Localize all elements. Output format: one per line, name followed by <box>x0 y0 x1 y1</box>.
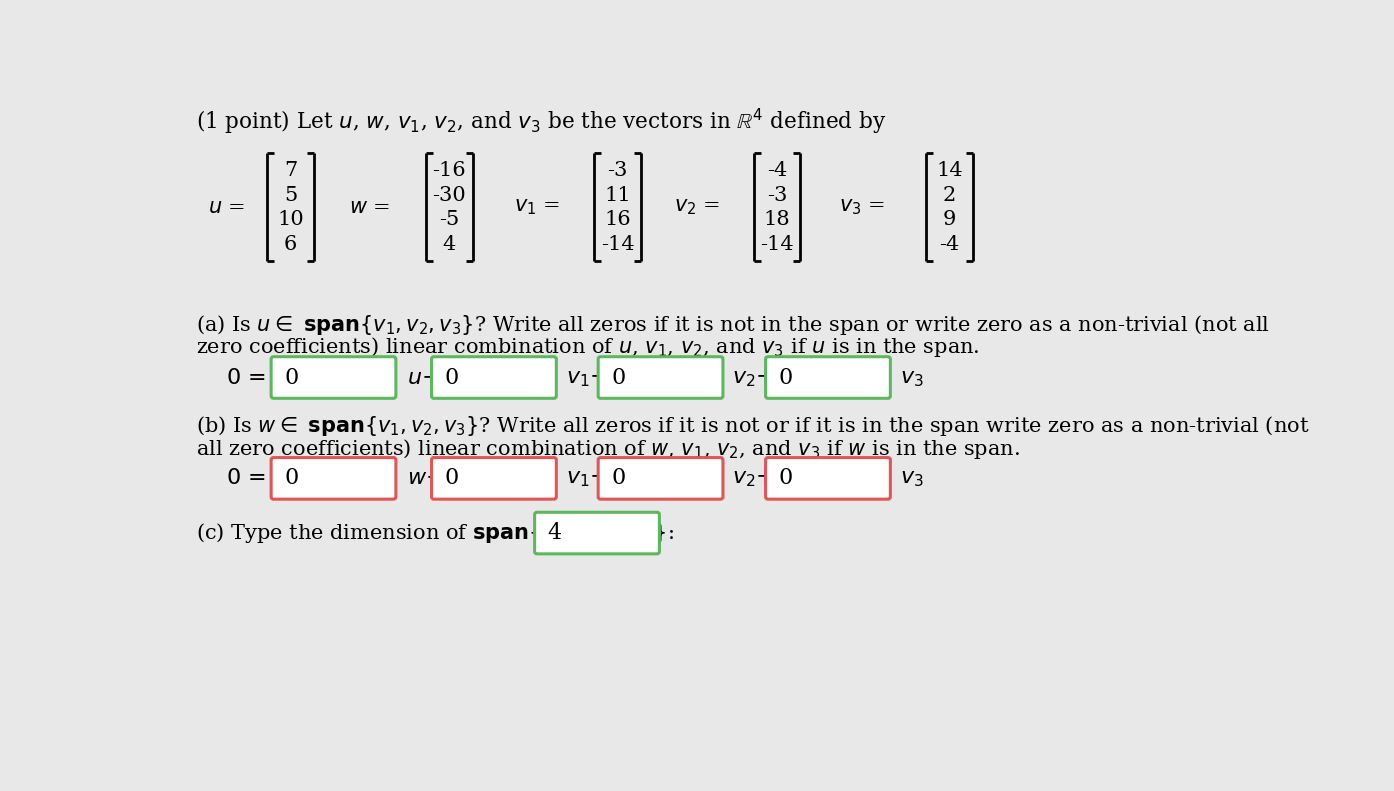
Text: -3: -3 <box>608 161 627 180</box>
Text: 7: 7 <box>284 161 297 180</box>
Text: all zero coefficients) linear combination of $w$, $v_1$, $v_2$, and $v_3$ if $w$: all zero coefficients) linear combinatio… <box>197 437 1020 461</box>
Text: $v_3$ =: $v_3$ = <box>839 198 885 218</box>
Text: $v_1$+: $v_1$+ <box>566 467 608 490</box>
Text: 0: 0 <box>612 467 626 490</box>
Text: $v_1$ =: $v_1$ = <box>514 198 560 218</box>
Text: 9: 9 <box>942 210 956 229</box>
Text: 0: 0 <box>445 366 459 388</box>
Text: 6: 6 <box>284 235 297 254</box>
Text: (c) Type the dimension of $\mathbf{span}\{v_1, v_2, v_3, u\}$:: (c) Type the dimension of $\mathbf{span}… <box>197 520 673 545</box>
Text: 0: 0 <box>445 467 459 490</box>
FancyBboxPatch shape <box>535 513 659 554</box>
Text: $u$+: $u$+ <box>407 366 439 388</box>
Text: 2: 2 <box>942 186 956 205</box>
Text: 0: 0 <box>284 366 298 388</box>
Text: -14: -14 <box>760 235 795 254</box>
Text: $0$ =: $0$ = <box>226 467 266 490</box>
Text: 16: 16 <box>604 210 631 229</box>
Text: 0: 0 <box>612 366 626 388</box>
FancyBboxPatch shape <box>598 357 723 399</box>
Text: -3: -3 <box>767 186 788 205</box>
Text: $v_2$ =: $v_2$ = <box>675 198 721 218</box>
Text: -4: -4 <box>767 161 788 180</box>
Text: 18: 18 <box>764 210 790 229</box>
Text: 4: 4 <box>548 522 562 544</box>
FancyBboxPatch shape <box>765 457 891 499</box>
Text: 0: 0 <box>779 366 793 388</box>
Text: 4: 4 <box>443 235 456 254</box>
Text: 14: 14 <box>935 161 963 180</box>
FancyBboxPatch shape <box>432 357 556 399</box>
Text: 5: 5 <box>284 186 297 205</box>
Text: $w$+: $w$+ <box>407 467 443 490</box>
Text: 10: 10 <box>277 210 304 229</box>
Text: $v_2$+: $v_2$+ <box>732 467 774 490</box>
Text: $v_3$: $v_3$ <box>901 467 924 490</box>
Text: -30: -30 <box>432 186 466 205</box>
Text: -5: -5 <box>439 210 460 229</box>
Text: $w$ =: $w$ = <box>348 198 390 217</box>
FancyBboxPatch shape <box>270 357 396 399</box>
FancyBboxPatch shape <box>765 357 891 399</box>
Text: $0$ =: $0$ = <box>226 366 266 388</box>
Text: 0: 0 <box>284 467 298 490</box>
Text: 11: 11 <box>604 186 631 205</box>
Text: $v_3$: $v_3$ <box>901 366 924 388</box>
Text: $u$ =: $u$ = <box>208 198 245 217</box>
Text: (1 point) Let $u$, $w$, $v_1$, $v_2$, and $v_3$ be the vectors in $\mathbb{R}^4$: (1 point) Let $u$, $w$, $v_1$, $v_2$, an… <box>197 108 887 138</box>
Text: zero coefficients) linear combination of $u$, $v_1$, $v_2$, and $v_3$ if $u$ is : zero coefficients) linear combination of… <box>197 335 980 359</box>
Text: -14: -14 <box>601 235 634 254</box>
FancyBboxPatch shape <box>598 457 723 499</box>
FancyBboxPatch shape <box>432 457 556 499</box>
Text: $v_2$+: $v_2$+ <box>732 366 774 388</box>
Text: (b) Is $w \in$ $\mathbf{span}\{v_1, v_2, v_3\}$? Write all zeros if it is not or: (b) Is $w \in$ $\mathbf{span}\{v_1, v_2,… <box>197 414 1309 438</box>
Text: $v_1$+: $v_1$+ <box>566 366 608 388</box>
Text: (a) Is $u \in$ $\mathbf{span}\{v_1, v_2, v_3\}$? Write all zeros if it is not in: (a) Is $u \in$ $\mathbf{span}\{v_1, v_2,… <box>197 312 1270 337</box>
Text: -4: -4 <box>940 235 959 254</box>
Text: -16: -16 <box>432 161 466 180</box>
FancyBboxPatch shape <box>270 457 396 499</box>
Text: 0: 0 <box>779 467 793 490</box>
